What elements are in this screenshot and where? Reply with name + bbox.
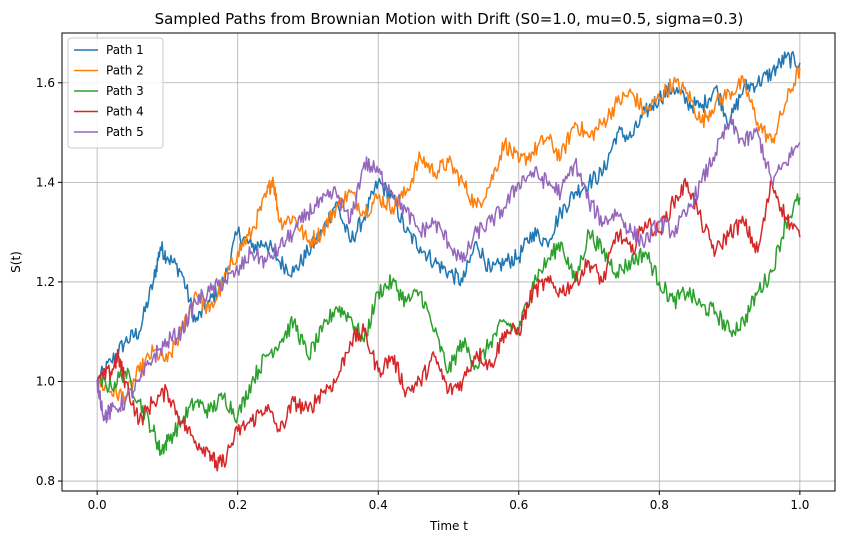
- y-axis-label: S(t): [9, 251, 23, 273]
- series-line-1: [96, 50, 801, 383]
- y-tick-label: 0.8: [36, 474, 55, 488]
- x-axis-label: Time t: [429, 519, 468, 533]
- chart-title: Sampled Paths from Brownian Motion with …: [155, 10, 744, 28]
- plot-lines: [96, 50, 801, 472]
- x-tick-label: 0.4: [369, 498, 388, 512]
- legend-label: Path 2: [106, 64, 144, 78]
- legend-label: Path 3: [106, 84, 144, 98]
- y-tick-label: 1.2: [36, 275, 55, 289]
- x-tick-label: 0.8: [650, 498, 669, 512]
- x-tick-label: 0.2: [228, 498, 247, 512]
- y-axis-ticks: 0.8 1.0 1.2 1.4 1.6: [36, 76, 62, 488]
- legend-label: Path 4: [106, 105, 144, 119]
- x-tick-label: 0.0: [88, 498, 107, 512]
- series-line-3: [96, 193, 801, 456]
- legend-label: Path 5: [106, 125, 144, 139]
- y-tick-label: 1.6: [36, 76, 55, 90]
- legend: Path 1 Path 2 Path 3 Path 4 Path 5: [67, 37, 164, 149]
- y-tick-label: 1.0: [36, 374, 55, 388]
- x-tick-label: 1.0: [790, 498, 809, 512]
- legend-box: [67, 37, 164, 149]
- grid: [62, 33, 835, 491]
- plot-frame: [61, 32, 836, 492]
- series-line-5: [96, 115, 801, 424]
- legend-label: Path 1: [106, 43, 144, 57]
- x-axis-ticks: 0.0 0.2 0.4 0.6 0.8 1.0: [88, 491, 809, 512]
- series-line-2: [96, 65, 801, 406]
- x-tick-label: 0.6: [509, 498, 528, 512]
- y-tick-label: 1.4: [36, 175, 55, 189]
- series-line-4: [96, 177, 801, 472]
